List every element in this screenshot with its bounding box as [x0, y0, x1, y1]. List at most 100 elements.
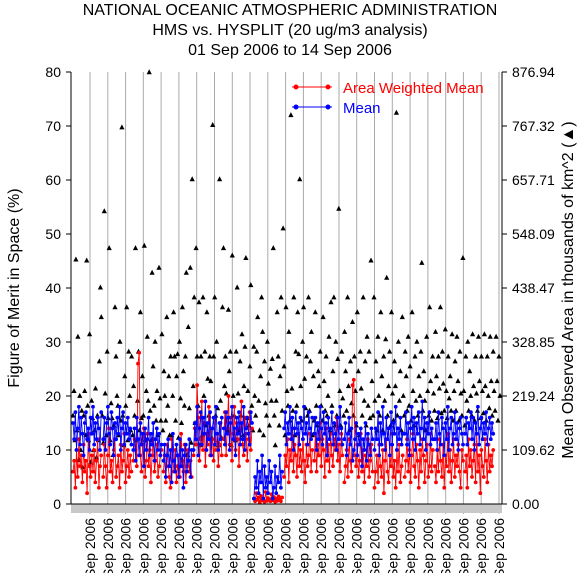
area-weighted-mean-point [71, 469, 75, 474]
area-weighted-mean-point [317, 453, 321, 458]
mean-point [78, 442, 82, 447]
area-point [460, 255, 466, 260]
mean-point [368, 453, 373, 458]
area-point [186, 405, 192, 411]
mean-point [350, 458, 355, 463]
area-weighted-mean-point [429, 469, 434, 474]
area-point [478, 353, 484, 359]
area-point [156, 264, 162, 270]
area-point [464, 397, 470, 403]
mean-point [137, 453, 142, 458]
area-weighted-mean-point [460, 448, 464, 452]
area-weighted-mean-point [99, 453, 104, 458]
area-weighted-mean-point [191, 453, 196, 458]
mean-point [201, 415, 205, 420]
area-point [283, 304, 289, 310]
mean-point [349, 426, 354, 431]
area-weighted-mean-point [291, 469, 296, 474]
mean-point [314, 448, 319, 452]
area-weighted-mean-point [73, 485, 78, 490]
mean-point [325, 453, 329, 458]
area-point [326, 333, 332, 339]
mean-point [382, 431, 386, 436]
mean-point [477, 442, 481, 447]
title-line-1: NATIONAL OCEANIC ATMOSPHERIC ADMINISTRAT… [83, 2, 498, 19]
mean-point [163, 475, 168, 479]
area-point [381, 353, 387, 359]
area-point [463, 353, 469, 359]
mean-point [303, 431, 308, 436]
mean-point [340, 442, 345, 447]
mean-point [205, 421, 210, 425]
mean-point [228, 421, 233, 425]
x-tick-label: Sep 2006 [473, 518, 489, 573]
mean-point [461, 442, 465, 447]
area-weighted-mean-point [310, 448, 315, 452]
mean-point [395, 448, 399, 452]
mean-point [103, 448, 108, 452]
area-point [350, 412, 356, 418]
area-weighted-mean-point [121, 458, 125, 463]
area-weighted-mean-point [201, 448, 205, 452]
x-tick-label: Sep 2006 [384, 518, 400, 573]
mean-point [405, 442, 409, 447]
mean-point [452, 410, 457, 415]
mean-point [173, 469, 178, 474]
area-point [194, 353, 200, 359]
area-point [249, 402, 255, 408]
area-point [434, 415, 441, 421]
mean-point [196, 453, 201, 458]
mean-point [380, 404, 385, 409]
area-point [494, 378, 500, 384]
area-point [187, 264, 193, 270]
mean-point [188, 475, 193, 479]
mean-point [451, 431, 456, 436]
mean-point [313, 415, 318, 420]
area-point [365, 402, 371, 408]
mean-point [194, 437, 198, 442]
area-point [354, 309, 360, 315]
area-point [256, 397, 262, 403]
area-point [137, 309, 143, 315]
area-point [151, 402, 157, 408]
mean-point [124, 431, 129, 436]
area-point [211, 353, 217, 359]
mean-point [432, 437, 437, 442]
mean-point [88, 415, 93, 420]
area-point [291, 294, 297, 300]
mean-point [342, 437, 347, 442]
area-weighted-mean-point [383, 458, 387, 463]
area-weighted-mean-point [457, 469, 462, 474]
area-weighted-mean-point [406, 469, 411, 474]
area-weighted-mean-point [327, 469, 332, 474]
area-weighted-mean-point [349, 469, 354, 474]
area-point [175, 351, 181, 357]
area-weighted-mean-point [283, 453, 288, 458]
area-weighted-mean-point [452, 475, 457, 479]
mean-point [367, 442, 371, 447]
area-weighted-mean-point [321, 448, 326, 452]
area-point [96, 358, 102, 364]
area-point [467, 368, 473, 374]
mean-point [118, 448, 123, 452]
mean-point [166, 437, 171, 442]
area-point [188, 439, 194, 445]
area-weighted-mean-point [362, 480, 367, 485]
area-weighted-mean-point [288, 448, 292, 452]
mean-point [108, 442, 113, 447]
mean-point [256, 491, 261, 496]
mean-point [465, 442, 470, 447]
area-weighted-mean-point [438, 458, 443, 463]
mean-point [106, 404, 110, 409]
area-point [79, 407, 85, 413]
area-point [484, 353, 490, 359]
mean-point [145, 437, 150, 442]
x-axis-band [71, 504, 502, 513]
area-point [207, 353, 213, 359]
y2-tick-label: 657.71 [512, 172, 555, 188]
mean-point [362, 448, 367, 452]
area-point [189, 176, 195, 182]
mean-point [301, 437, 305, 442]
area-point [378, 309, 384, 315]
area-point [438, 410, 444, 416]
